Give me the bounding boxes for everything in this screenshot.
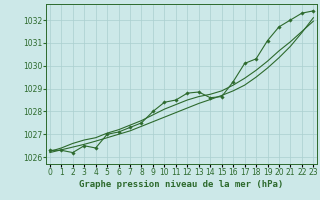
X-axis label: Graphe pression niveau de la mer (hPa): Graphe pression niveau de la mer (hPa) [79, 180, 284, 189]
